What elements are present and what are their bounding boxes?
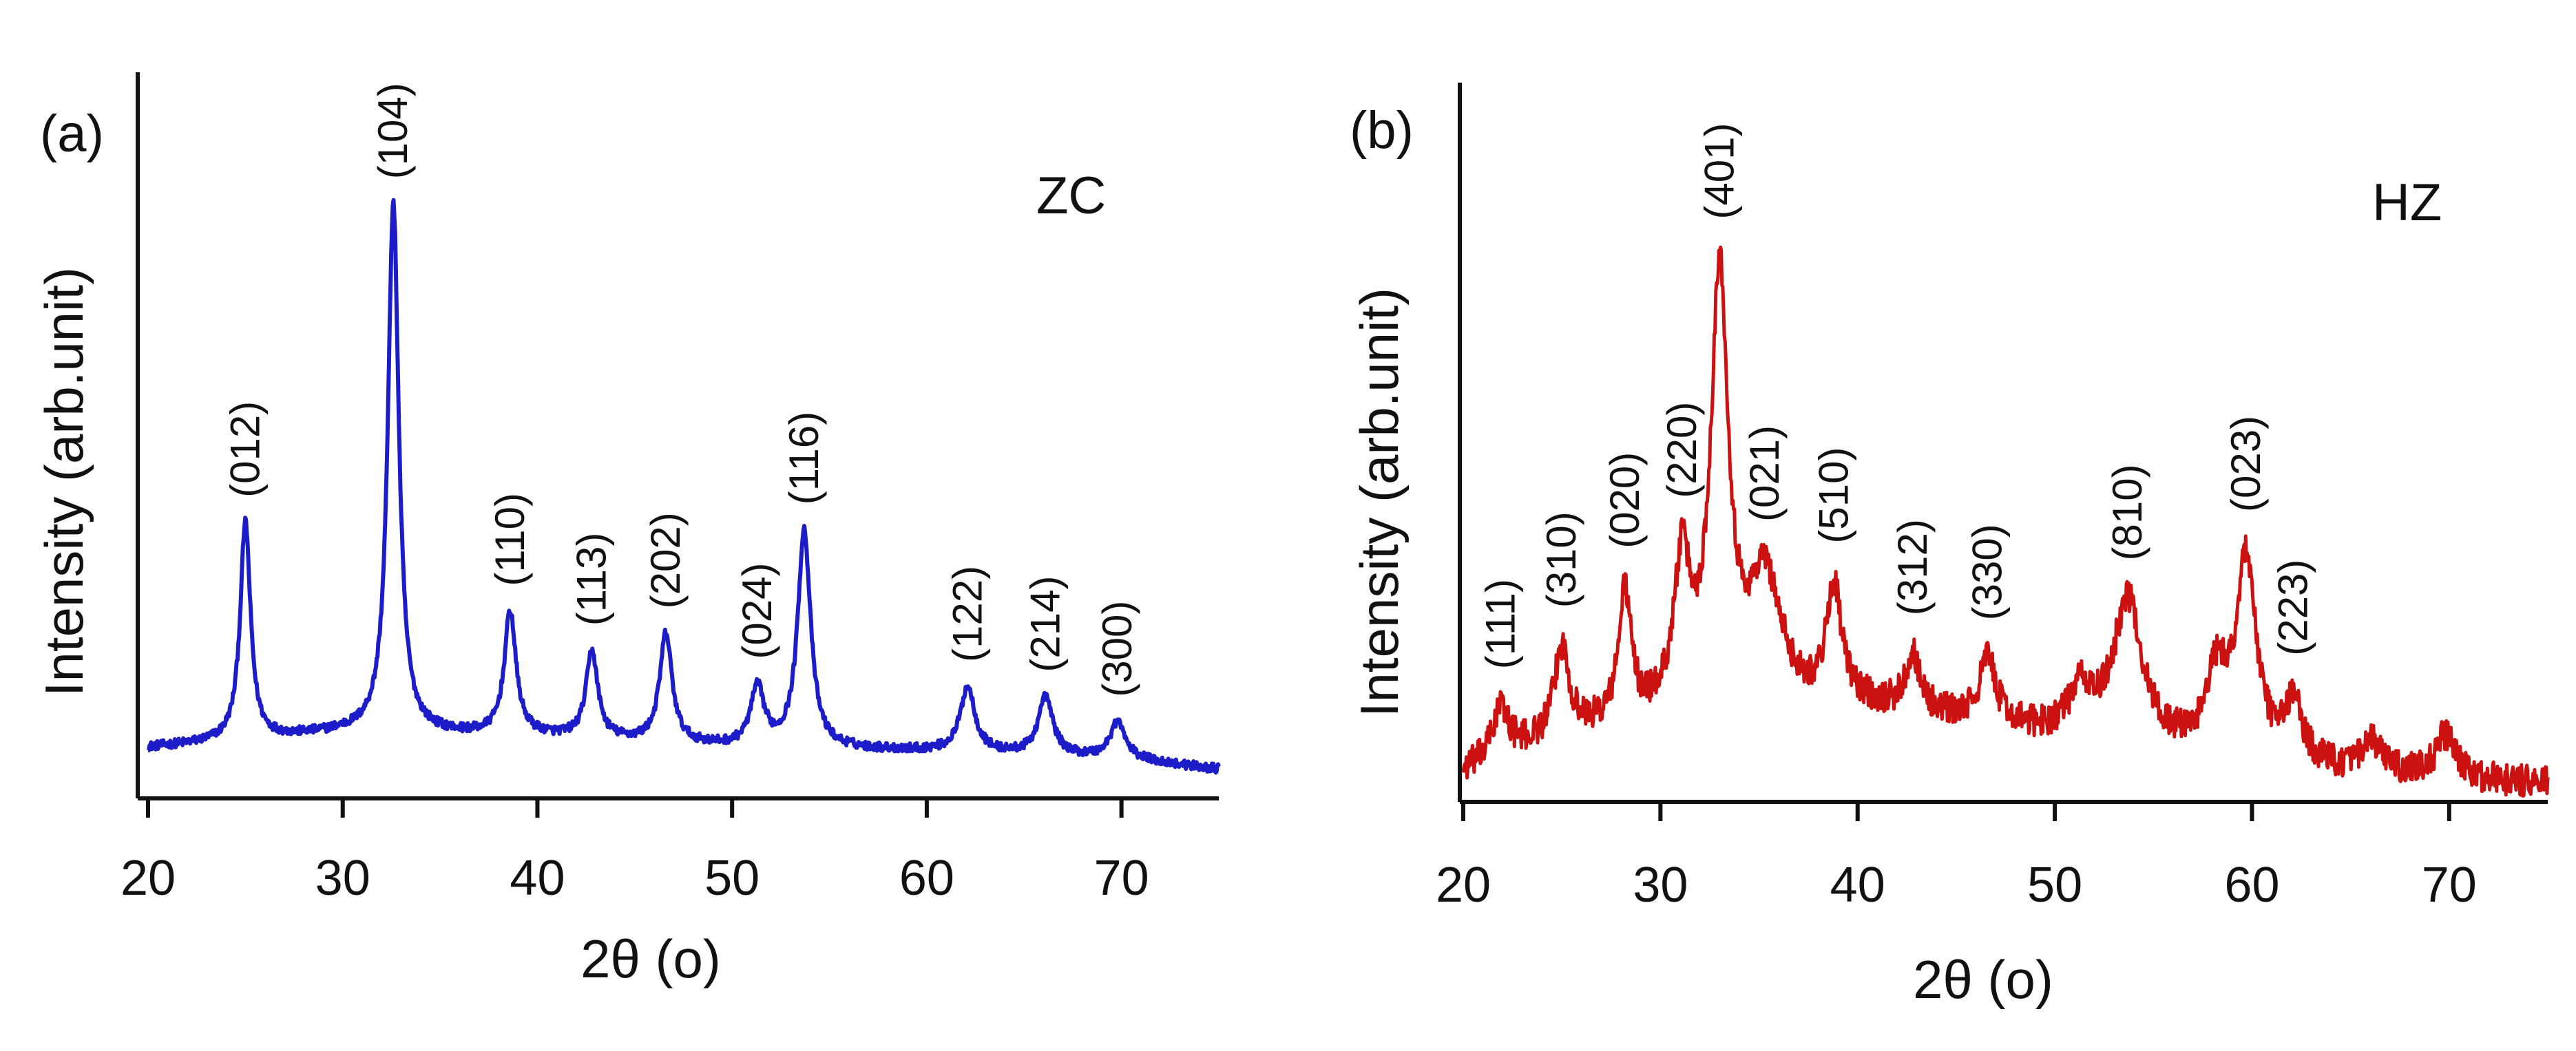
panel-b-peak-label: (401) [1696, 123, 1742, 220]
panel-b-peak-label: (330) [1965, 524, 2011, 620]
panel-b-x-tick-label: 60 [2224, 858, 2279, 913]
panel-a-peak-label: (214) [1022, 576, 1068, 672]
panel-b-sample-label: HZ [2372, 173, 2442, 232]
panel-a-x-tick-label: 40 [510, 851, 565, 906]
panel-a-peak-label: (300) [1094, 601, 1140, 697]
panel-a-x-tick-label: 20 [121, 851, 176, 906]
panel-b-peak-label: (020) [1602, 452, 1648, 549]
panel-b-ticks: 20 30 40 50 60 70 [1436, 802, 2477, 913]
panel-b-peak-label: (510) [1810, 447, 1856, 544]
panel-a-peak-label: (104) [370, 83, 416, 179]
panel-a-sample-label: ZC [1036, 167, 1106, 225]
panel-a-peak-label: (122) [944, 566, 990, 662]
panel-b-x-axis-title: 2θ (o) [1913, 949, 2053, 1010]
panel-a-label: (a) [40, 105, 104, 163]
panel-b: (b) HZ Intensity (arb.unit) 2θ (o) 20 30 4… [1349, 83, 2550, 1010]
panel-b-label: (b) [1350, 101, 1414, 160]
panel-b-peak-labels: (111) (310) (020)(220) (401) (021) (510) (312)… [1477, 123, 2316, 670]
panel-b-peak-label: (111) [1477, 579, 1523, 669]
panel-b-peak-label: (312) [1889, 519, 1936, 615]
panel-b-x-tick-label: 20 [1436, 858, 1491, 913]
panel-b-peak-label: (023) [2223, 416, 2269, 512]
panel-b-series-line [1461, 245, 2550, 798]
panel-a-peak-label: (110) [487, 493, 533, 586]
panel-a-ticks: 20 30 40 50 60 70 [121, 798, 1149, 906]
panel-a-peak-label: (116) [781, 412, 827, 505]
panel-b-y-axis-title: Intensity (arb.unit) [1349, 288, 1410, 717]
panel-a-y-axis-title: Intensity (arb.unit) [34, 267, 94, 697]
panel-a-series-line [147, 198, 1221, 775]
panel-a-peak-label: (024) [734, 563, 780, 659]
panel-a-x-tick-label: 60 [899, 851, 954, 906]
panel-b-x-tick-label: 70 [2422, 858, 2477, 913]
panel-b-peak-label: (021) [1741, 425, 1788, 522]
panel-a-peak-label: (012) [222, 401, 268, 498]
panel-b-peak-label: (220) [1659, 402, 1705, 498]
panel-a-x-tick-label: 30 [315, 851, 370, 906]
panel-b-x-tick-label: 40 [1830, 858, 1885, 913]
panel-a-peak-label: (113) [569, 533, 615, 626]
panel-b-x-tick-label: 50 [2027, 858, 2082, 913]
panel-a-x-tick-label: 70 [1094, 851, 1149, 906]
panel-b-peak-label: (223) [2270, 560, 2316, 656]
panel-b-peak-label: (810) [2104, 464, 2150, 560]
panel-a: (a) ZC Intensity (arb.unit) 2θ (o) 20 30 4… [34, 72, 1221, 989]
panel-a-x-axis-title: 2θ (o) [580, 928, 721, 989]
panel-a-peak-label: (202) [642, 512, 689, 608]
panel-a-peak-labels: (012) (104) (110) (113) (202) (024) (116) (122)… [222, 83, 1140, 697]
panel-a-x-tick-label: 50 [704, 851, 760, 906]
panel-b-x-tick-label: 30 [1633, 858, 1688, 913]
panel-b-peak-label: (310) [1538, 511, 1584, 608]
